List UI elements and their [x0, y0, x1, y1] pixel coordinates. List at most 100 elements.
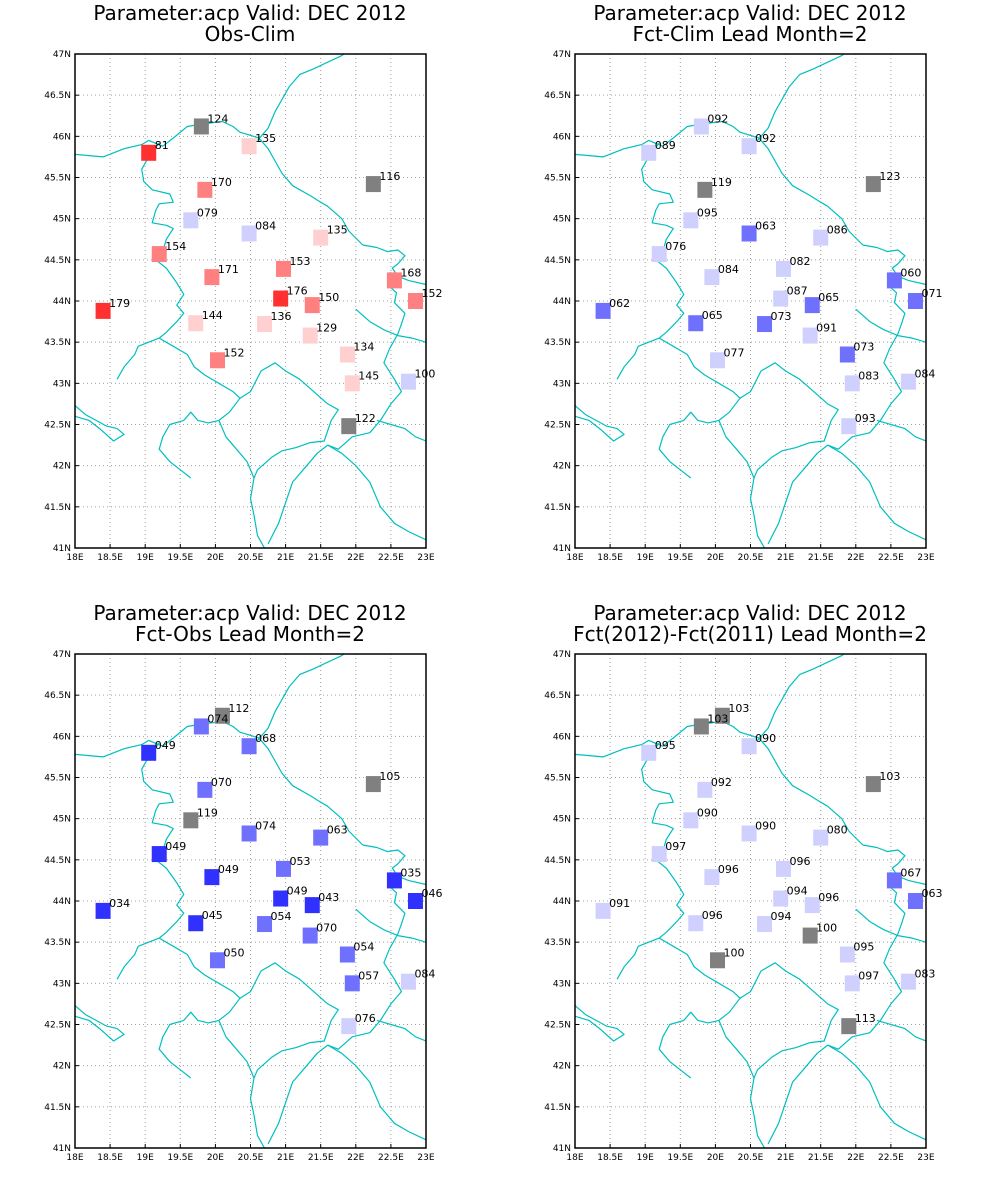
station-value-label: 154 — [165, 240, 186, 253]
station-marker — [704, 269, 720, 286]
y-tick-label: 41.5N — [544, 1103, 571, 1113]
station-value-label: 150 — [318, 291, 339, 304]
station-value-label: 065 — [702, 309, 723, 322]
x-tick-label: 19.5E — [167, 1153, 193, 1163]
station-marker — [257, 316, 273, 333]
country-border — [75, 405, 125, 442]
country-border — [575, 1005, 625, 1042]
station-marker — [741, 825, 757, 842]
station-marker — [407, 293, 423, 309]
station-marker — [757, 316, 773, 333]
station-marker — [386, 872, 402, 889]
station-value-label: 092 — [755, 132, 776, 145]
country-border — [718, 420, 766, 548]
country-border — [876, 1019, 926, 1042]
station-marker — [313, 829, 329, 846]
station-value-label: 049 — [218, 863, 239, 876]
x-tick-label: 19.5E — [667, 553, 693, 563]
station-value-label: 070 — [316, 922, 337, 935]
station-value-label: 091 — [816, 322, 837, 335]
station-marker — [302, 327, 318, 344]
station-value-label: 168 — [400, 266, 421, 279]
station-value-label: 090 — [697, 806, 718, 819]
station-marker — [741, 738, 757, 755]
y-tick-label: 45.5N — [544, 174, 571, 184]
country-border — [575, 405, 625, 442]
country-border — [376, 419, 426, 442]
station-value-label: 049 — [165, 840, 186, 853]
country-border — [355, 908, 426, 943]
x-tick-label: 21.5E — [808, 1153, 834, 1163]
station-marker — [183, 212, 199, 229]
station-marker — [773, 290, 789, 307]
station-marker — [841, 1018, 857, 1035]
station-value-label: 090 — [755, 819, 776, 832]
y-tick-label: 41.5N — [44, 503, 71, 513]
country-border — [827, 272, 906, 450]
station-value-label: 080 — [827, 824, 848, 837]
x-tick-label: 20.5E — [738, 553, 764, 563]
station-marker — [775, 260, 791, 277]
country-border — [355, 308, 426, 343]
station-value-label: 153 — [289, 255, 310, 268]
x-tick-label: 22.5E — [378, 1153, 404, 1163]
country-border — [158, 337, 339, 479]
x-tick-label: 21E — [277, 1153, 294, 1163]
country-border — [257, 654, 345, 741]
y-tick-label: 45N — [553, 215, 571, 225]
y-tick-label: 44N — [553, 297, 571, 307]
station-marker — [141, 144, 157, 161]
country-border — [767, 1044, 829, 1145]
station-marker — [775, 860, 791, 877]
grid-lines — [575, 54, 926, 548]
station-value-label: 057 — [358, 969, 379, 982]
y-tick-label: 45.5N — [544, 774, 571, 784]
station-value-label: 095 — [655, 739, 676, 752]
station-marker — [304, 297, 320, 314]
x-tick-label: 18E — [566, 1153, 583, 1163]
station-marker — [273, 290, 289, 307]
y-tick-label: 43.5N — [544, 938, 571, 948]
station-value-label: 046 — [421, 887, 442, 900]
station-marker — [241, 825, 257, 842]
y-tick-label: 44.5N — [44, 856, 71, 866]
station-value-label: 074 — [255, 819, 276, 832]
y-tick-label: 42N — [553, 462, 571, 472]
station-value-label: 81 — [155, 139, 169, 152]
station-marker — [595, 902, 611, 919]
station-value-label: 136 — [271, 310, 292, 323]
station-marker — [813, 829, 829, 846]
panel-title-line2: Fct(2012)-Fct(2011) Lead Month=2 — [573, 622, 927, 646]
country-border — [757, 54, 845, 141]
station-value-label: 063 — [327, 824, 348, 837]
station-marker — [710, 952, 726, 969]
station-value-label: 096 — [789, 855, 810, 868]
station-marker — [714, 707, 730, 724]
station-value-label: 082 — [789, 255, 810, 268]
y-tick-label: 44.5N — [544, 856, 571, 866]
country-border — [757, 654, 845, 741]
country-border — [75, 120, 426, 286]
station-marker — [400, 373, 416, 390]
x-tick-label: 20.5E — [738, 1153, 764, 1163]
station-value-label: 103 — [707, 712, 728, 725]
station-value-label: 034 — [109, 897, 130, 910]
station-value-label: 103 — [728, 702, 749, 715]
station-value-label: 073 — [771, 310, 792, 323]
country-border — [827, 444, 926, 541]
station-value-label: 097 — [665, 840, 686, 853]
station-value-label: 122 — [355, 412, 376, 425]
station-marker — [693, 718, 709, 735]
x-tick-label: 23E — [417, 553, 434, 563]
x-tick-label: 18.5E — [597, 1153, 623, 1163]
y-tick-label: 46N — [53, 132, 71, 142]
panel-title-line1: Parameter:acp Valid: DEC 2012 — [93, 601, 407, 625]
station-marker — [839, 946, 855, 963]
station-value-label: 062 — [609, 297, 630, 310]
station-value-label: 134 — [353, 341, 374, 354]
station-value-label: 087 — [787, 285, 808, 298]
y-tick-label: 42.5N — [544, 421, 571, 431]
station-marker — [813, 229, 829, 246]
